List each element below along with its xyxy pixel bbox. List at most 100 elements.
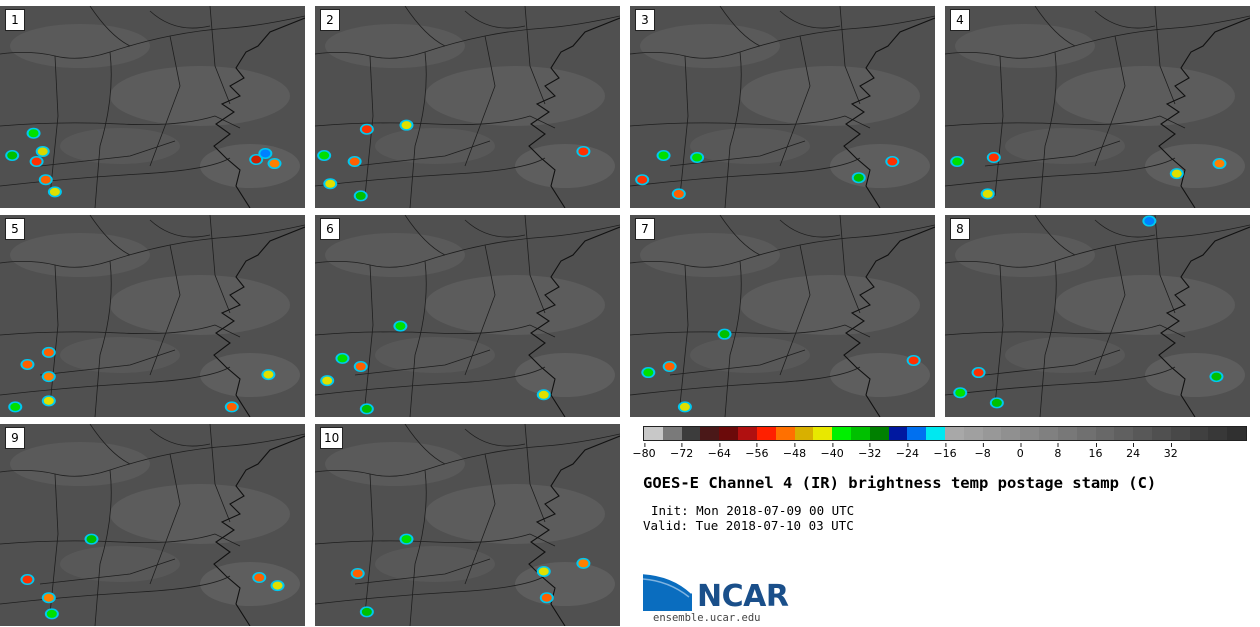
convective-cell: [84, 533, 99, 545]
colorbar-tick-label: −64: [707, 443, 731, 460]
convective-cell: [1212, 158, 1227, 170]
state-boundary: [679, 264, 689, 406]
convective-cell: [353, 190, 368, 202]
convective-cell: [41, 346, 56, 358]
convective-cell: [399, 119, 414, 131]
convective-cell: [44, 608, 59, 620]
stamp-number: 10: [320, 427, 344, 449]
cloud-texture: [60, 546, 180, 582]
convective-cell: [41, 371, 56, 383]
cloud-texture: [515, 353, 615, 397]
state-boundary: [315, 324, 556, 338]
cloud-texture: [830, 144, 930, 188]
state-boundary: [354, 349, 491, 376]
state-boundary: [315, 533, 556, 547]
state-boundary: [679, 55, 689, 197]
state-boundary: [1094, 244, 1126, 376]
convective-cell: [989, 397, 1004, 409]
cloud-texture: [1055, 66, 1235, 126]
state-boundary: [89, 6, 131, 47]
coastline: [213, 226, 305, 417]
stamp-number: 4: [950, 9, 970, 31]
state-boundary: [669, 349, 806, 376]
convective-cell: [47, 186, 62, 198]
cloud-texture: [640, 24, 780, 68]
stamp-number: 3: [635, 9, 655, 31]
ir-map: [315, 215, 620, 417]
cloud-texture: [425, 275, 605, 335]
convective-cell: [359, 403, 374, 415]
state-boundary: [49, 264, 59, 406]
postage-stamp: 3: [630, 6, 935, 208]
state-boundary: [89, 424, 131, 465]
colorbar-swatch: [794, 427, 814, 440]
colorbar-swatch: [738, 427, 757, 440]
state-boundary: [315, 366, 546, 396]
ir-map: [315, 424, 620, 626]
colorbar-swatch: [963, 427, 983, 440]
colorbar-swatch: [982, 427, 1002, 440]
state-boundary: [1154, 6, 1176, 105]
postage-stamp: 9: [0, 424, 305, 626]
convective-cell: [335, 352, 350, 364]
stamp-number: 9: [5, 427, 25, 449]
colorbar-swatch: [775, 427, 795, 440]
convective-cell: [350, 567, 365, 579]
cloud-texture: [690, 128, 810, 164]
convective-cell: [690, 152, 705, 163]
state-boundary: [945, 366, 1176, 396]
cloud-texture: [325, 24, 465, 68]
stamp-number: 5: [5, 218, 25, 240]
stamp-number: 8: [950, 218, 970, 240]
cloud-texture: [60, 337, 180, 373]
state-boundary: [149, 35, 181, 167]
cloud-texture: [690, 337, 810, 373]
colorbar-legend: −80 −72 −64 −56 −48 −40 −32 −24 −16 −8 0 8 16 24 32: [632, 426, 1247, 460]
state-boundary: [49, 55, 59, 197]
convective-cell: [1142, 215, 1157, 227]
state-boundary: [0, 533, 241, 547]
state-boundary: [89, 215, 131, 256]
cloud-texture: [200, 144, 300, 188]
convective-cell: [38, 174, 53, 186]
cloud-texture: [1145, 353, 1245, 397]
convective-cell: [950, 156, 965, 168]
colorbar-swatch: [907, 427, 927, 440]
colorbar-tick-label: −48: [782, 443, 807, 460]
state-boundary: [315, 15, 620, 59]
state-boundary: [669, 140, 806, 167]
colorbar-swatch: [1039, 427, 1058, 440]
convective-cell: [8, 401, 23, 413]
state-boundary: [630, 157, 861, 187]
cloud-texture: [10, 233, 150, 277]
cloud-texture: [425, 484, 605, 544]
coastline: [213, 435, 305, 626]
state-boundary: [0, 15, 305, 59]
colorbar-tick-label: −8: [974, 443, 991, 460]
state-boundary: [409, 51, 427, 208]
state-boundary: [149, 244, 181, 376]
state-boundary: [464, 244, 496, 376]
postage-stamp: 7: [630, 215, 935, 417]
convective-cell: [29, 156, 44, 168]
ir-map: [315, 6, 620, 208]
state-boundary: [1154, 215, 1176, 314]
convective-cell: [641, 367, 656, 379]
colorbar-swatch: [1001, 427, 1021, 440]
convective-cell: [20, 358, 35, 370]
state-boundary: [404, 215, 446, 256]
state-boundary: [364, 473, 374, 615]
colorbar-swatch: [1227, 427, 1246, 440]
state-boundary: [1034, 6, 1076, 47]
state-boundary: [39, 140, 176, 167]
state-boundary: [315, 157, 546, 187]
convective-cell: [258, 147, 273, 159]
state-boundary: [1039, 260, 1057, 417]
ir-map: [630, 6, 935, 208]
cloud-texture: [740, 275, 920, 335]
coastline: [528, 17, 620, 208]
convective-cell: [249, 154, 264, 166]
stamp-number: 2: [320, 9, 340, 31]
convective-cell: [359, 123, 374, 135]
state-boundary: [984, 140, 1121, 167]
